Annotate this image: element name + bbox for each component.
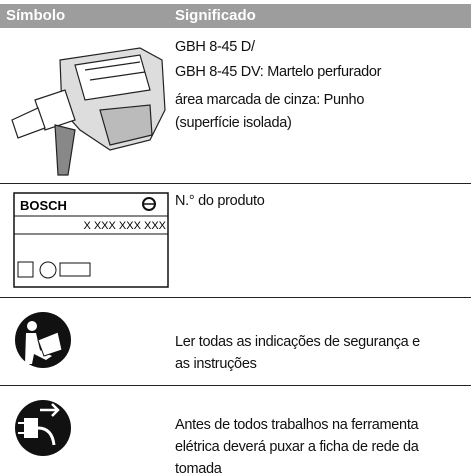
meaning-line: Antes de todos trabalhos na ferramenta [175,417,419,433]
meaning-line: GBH 8-45 D/ [175,39,255,55]
unplug-icon [15,400,71,456]
meaning-line: Ler todas as indicações de segurança e [175,334,420,350]
meaning-line: tomada [175,461,222,473]
meaning-line: N.° do produto [175,193,265,209]
table-header: Símbolo Significado [0,4,471,28]
header-cell: Símbolo [6,7,66,24]
meaning-line: área marcada de cinza: Punho [175,92,365,108]
header-cell: Significado [175,7,256,24]
product-label-icon: BOSCH X XXX XXX XXX [13,192,169,288]
row-divider [0,297,471,298]
meaning-line: elétrica deverá puxar a ficha de rede da [175,439,419,455]
read-manual-icon [15,312,71,368]
row-divider [0,385,471,386]
symbols: BOSCH X XXX XXX XXX [11,47,169,456]
meaning-line: (superfície isolada) [175,115,292,131]
label-number: X XXX XXX XXX [83,220,166,232]
label-brand: BOSCH [20,198,67,213]
drill-icon [11,47,166,176]
row-divider [0,183,471,184]
meaning-line: as instruções [175,356,257,372]
meaning-line: GBH 8-45 DV: Martelo perfurador [175,64,382,80]
